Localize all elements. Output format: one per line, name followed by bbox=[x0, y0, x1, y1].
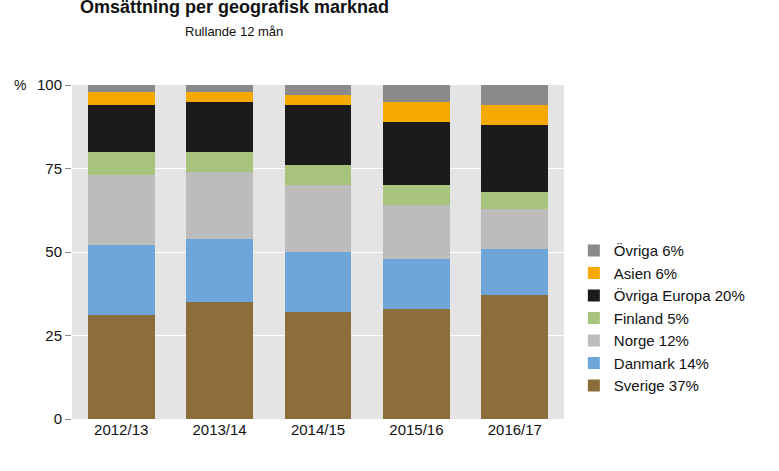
svg-text:Övriga Europa 20%: Övriga Europa 20% bbox=[614, 287, 745, 304]
svg-text:2016/17: 2016/17 bbox=[488, 421, 542, 438]
svg-text:2014/15: 2014/15 bbox=[291, 421, 345, 438]
svg-text:2013/14: 2013/14 bbox=[192, 421, 246, 438]
svg-text:Finland 5%: Finland 5% bbox=[614, 310, 689, 327]
svg-text:75: 75 bbox=[45, 160, 62, 177]
svg-text:25: 25 bbox=[45, 327, 62, 344]
svg-text:%: % bbox=[14, 77, 26, 93]
svg-text:2012/13: 2012/13 bbox=[94, 421, 148, 438]
svg-text:Sverige 37%: Sverige 37% bbox=[614, 377, 699, 394]
svg-text:2015/16: 2015/16 bbox=[389, 421, 443, 438]
svg-text:Övriga 6%: Övriga 6% bbox=[614, 242, 684, 259]
svg-text:100: 100 bbox=[37, 76, 62, 93]
svg-text:Asien 6%: Asien 6% bbox=[614, 265, 677, 282]
svg-text:50: 50 bbox=[45, 243, 62, 260]
svg-text:Omsättning per geografisk mark: Omsättning per geografisk marknad bbox=[80, 0, 389, 17]
svg-text:0: 0 bbox=[54, 410, 62, 427]
svg-text:Norge 12%: Norge 12% bbox=[614, 332, 689, 349]
svg-text:Danmark 14%: Danmark 14% bbox=[614, 355, 709, 372]
svg-text:Rullande 12 mån: Rullande 12 mån bbox=[185, 24, 283, 39]
